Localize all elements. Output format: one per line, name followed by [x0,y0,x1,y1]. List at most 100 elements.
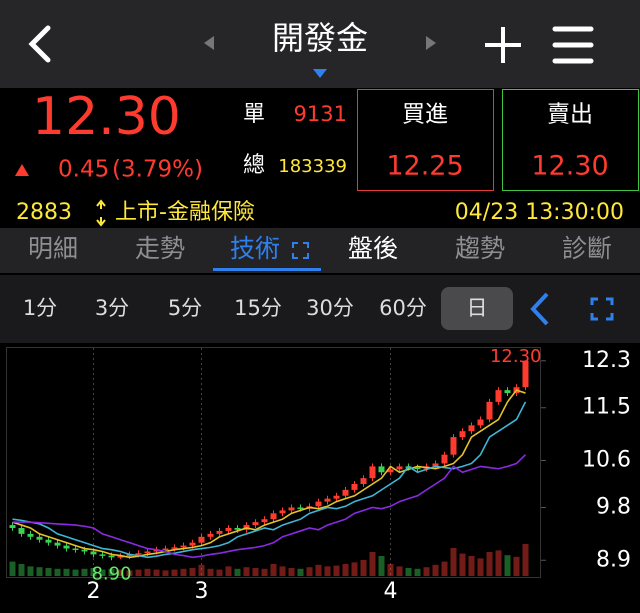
sort-icon [96,199,106,227]
candle-body [63,545,70,549]
buy-box[interactable] [357,89,494,191]
candle-body [468,425,475,432]
tab[interactable]: 走勢 [135,234,185,263]
volume-bar [9,561,16,576]
tab[interactable]: 趨勢 [455,234,505,263]
total-volume: 183339 [278,156,347,177]
market: 上市-金融保險 [115,200,255,225]
tab[interactable]: 診斷 [562,234,612,263]
interval[interactable]: 1分 [23,296,57,320]
volume-bar [18,564,25,576]
volume-bar [495,550,502,576]
y-tick-label: 12.3 [582,348,631,373]
candle-body [153,549,160,552]
volume-bar [270,564,277,576]
volume-bar [180,568,187,576]
back-button[interactable] [28,25,51,63]
volume-bar [261,568,268,576]
candle-body [198,536,205,543]
candle-body [333,495,340,499]
buy-price: 12.25 [386,151,463,182]
volume-bar [162,570,169,576]
y-tick-label: 8.9 [596,547,631,572]
next-stock[interactable] [426,36,436,50]
interval[interactable]: 15分 [234,296,282,320]
candle-body [72,548,79,551]
volume-bar [234,568,241,576]
candle-body [225,528,232,531]
volume-bar [450,548,457,576]
candle-body [432,463,439,467]
volume-bar [342,564,349,576]
interval[interactable]: 30分 [306,296,354,320]
single-volume: 9131 [294,102,347,126]
sell-label: 賣出 [547,102,593,128]
volume-bar [513,556,520,576]
stock-title: 開發金 [272,19,368,57]
volume-bar [216,569,223,576]
volume-bar [387,564,394,576]
volume-bar [504,555,511,576]
volume-bar [324,566,331,576]
sell-box[interactable] [502,89,639,191]
candle-body [207,533,214,537]
candle-body [504,390,511,394]
volume-bar [279,566,286,576]
candle-body [270,513,277,520]
chart-frame [6,347,541,578]
menu-button[interactable] [552,26,594,64]
volume-bar [72,569,79,576]
volume-bar [198,564,205,576]
volume-bar [423,567,430,576]
x-tick-label: 2 [87,579,101,604]
interval[interactable]: 5分 [168,296,202,320]
volume-bar [432,564,439,576]
candle-body [342,489,349,496]
volume-bar [522,544,529,576]
tab[interactable]: 技術 [230,234,280,263]
volume-bar [36,567,43,576]
candle-body [495,390,502,402]
candle-body [252,522,259,526]
timestamp: 04/23 13:30:00 [455,200,624,225]
candle-body [261,519,268,523]
volume-bar [243,567,250,576]
change: 0.45 [58,157,109,183]
candle-body [288,507,295,511]
candle-body [522,360,529,388]
candle-body [54,542,61,546]
title-dropdown[interactable] [313,69,327,78]
fullscreen-button[interactable] [590,297,614,321]
prev-stock[interactable] [204,36,214,50]
collapse-button[interactable] [530,292,549,326]
interval[interactable]: 日 [467,296,488,320]
volume-bar [135,569,142,576]
candle-body [324,498,331,502]
candle-body [441,454,448,464]
candle-body [189,542,196,546]
tab[interactable]: 明細 [28,234,78,263]
tab[interactable]: 盤後 [348,234,398,263]
volume-bar [297,568,304,576]
volume-bar [315,564,322,576]
candle-body [477,419,484,426]
volume-bar [99,569,106,576]
volume-bar [414,568,421,576]
volume-bar [126,570,133,576]
interval[interactable]: 60分 [379,296,427,320]
max-label: 12.30 [490,346,542,367]
interval[interactable]: 3分 [95,296,129,320]
candle-body [81,549,88,552]
volume-bar [333,565,340,576]
stock-code: 2883 [16,200,72,225]
price: 12.30 [32,87,181,147]
add-button[interactable] [485,27,521,63]
total-label: 總 [243,153,265,178]
up-arrow [15,164,29,176]
candle-body [369,466,376,479]
candle-body [459,431,466,438]
volume-bar [81,568,88,576]
candle-body [18,528,25,534]
candle-body [27,533,34,537]
candle-body [297,507,304,509]
